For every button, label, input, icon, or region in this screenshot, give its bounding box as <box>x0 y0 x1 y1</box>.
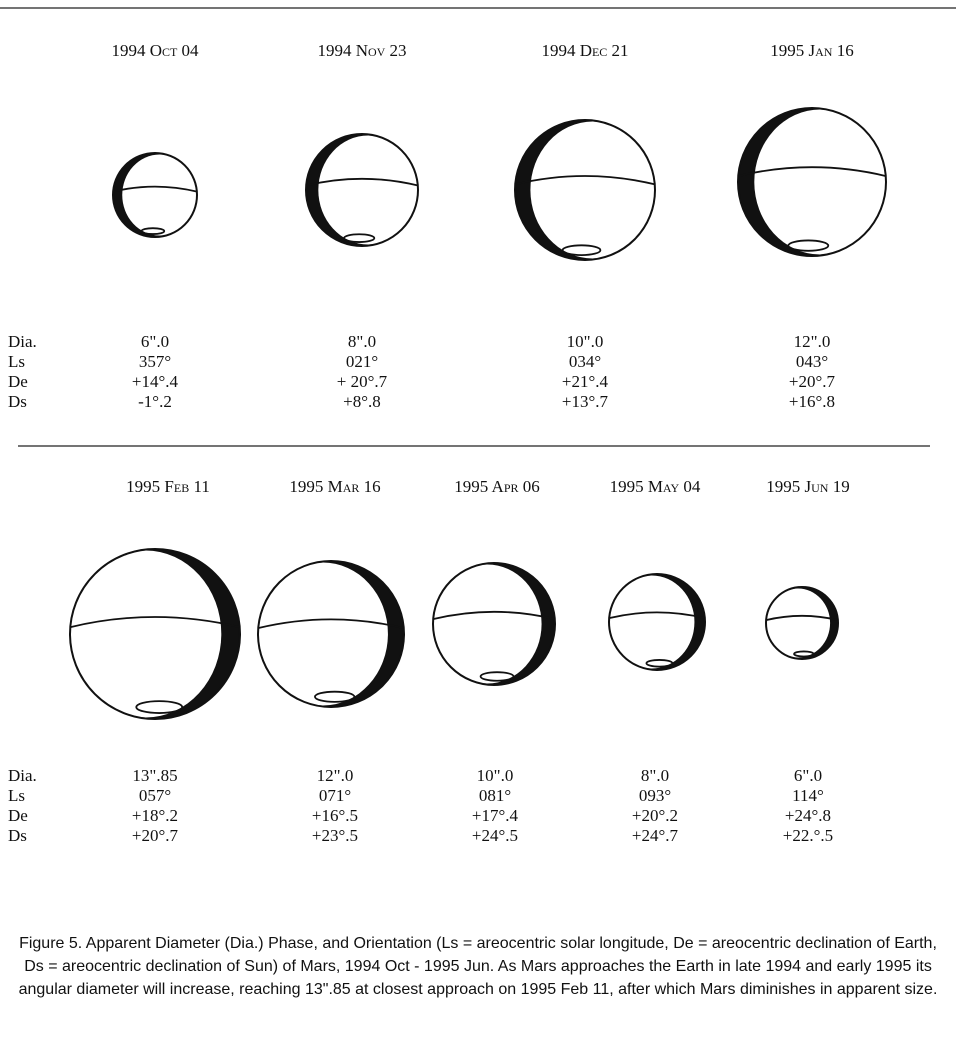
date-label: 1995 Jan 16 <box>770 41 853 60</box>
table-value: 093° <box>639 786 671 805</box>
row-label: Ds <box>8 392 27 411</box>
row-label: Dia. <box>8 332 37 351</box>
table-value: 357° <box>139 352 171 371</box>
table-value: 12".0 <box>317 766 354 785</box>
table-value: +18°.2 <box>132 806 178 825</box>
table-value: -1°.2 <box>138 392 172 411</box>
table-value: +16°.5 <box>312 806 358 825</box>
table-value: 071° <box>319 786 351 805</box>
table-value: +23°.5 <box>312 826 358 845</box>
date-label: 1994 Oct 04 <box>111 41 199 60</box>
table-value: 8".0 <box>641 766 669 785</box>
table-value: +14°.4 <box>132 372 179 391</box>
table-value: 10".0 <box>567 332 604 351</box>
date-label: 1995 Jun 19 <box>766 477 849 496</box>
table-value: + 20°.7 <box>337 372 388 391</box>
table-value: 12".0 <box>794 332 831 351</box>
page: 1994 Oct 04 1994 Nov 23 1994 Dec 21 1995 Ja… <box>0 0 956 1037</box>
table-value: 6".0 <box>794 766 822 785</box>
row-label: Dia. <box>8 766 37 785</box>
figure: 1994 Oct 04 1994 Nov 23 1994 Dec 21 1995 Ja… <box>0 0 956 1037</box>
table-value: 13".85 <box>132 766 177 785</box>
date-label: 1995 Mar 16 <box>289 477 380 496</box>
table-value: +22.°.5 <box>783 826 833 845</box>
row-label: De <box>8 372 28 391</box>
table-value: +8°.8 <box>343 392 381 411</box>
table-value: 114° <box>792 786 824 805</box>
row-label: Ls <box>8 786 25 805</box>
date-label: 1994 Nov 23 <box>317 41 406 60</box>
table-value: +24°.7 <box>632 826 679 845</box>
date-label: 1995 Apr 06 <box>454 477 540 496</box>
table-value: +13°.7 <box>562 392 609 411</box>
row-label: Ls <box>8 352 25 371</box>
table-value: 034° <box>569 352 601 371</box>
table-value: 057° <box>139 786 171 805</box>
date-label: 1994 Dec 21 <box>541 41 628 60</box>
table-value: 021° <box>346 352 378 371</box>
row-label: De <box>8 806 28 825</box>
table-value: +20°.2 <box>632 806 678 825</box>
table-value: 10".0 <box>477 766 514 785</box>
row-label: Ds <box>8 826 27 845</box>
table-value: +24°.8 <box>785 806 831 825</box>
table-value: +20°.7 <box>789 372 836 391</box>
table-value: +21°.4 <box>562 372 609 391</box>
date-label: 1995 May 04 <box>610 477 701 496</box>
table-value: +20°.7 <box>132 826 179 845</box>
table-value: 6".0 <box>141 332 169 351</box>
table-value: +16°.8 <box>789 392 835 411</box>
table-value: +24°.5 <box>472 826 518 845</box>
table-value: 081° <box>479 786 511 805</box>
date-label: 1995 Feb 11 <box>126 477 210 496</box>
table-value: 8".0 <box>348 332 376 351</box>
table-value: 043° <box>796 352 828 371</box>
caption: Figure 5. Apparent Diameter (Dia.) Phase… <box>14 932 942 1001</box>
table-value: +17°.4 <box>472 806 519 825</box>
